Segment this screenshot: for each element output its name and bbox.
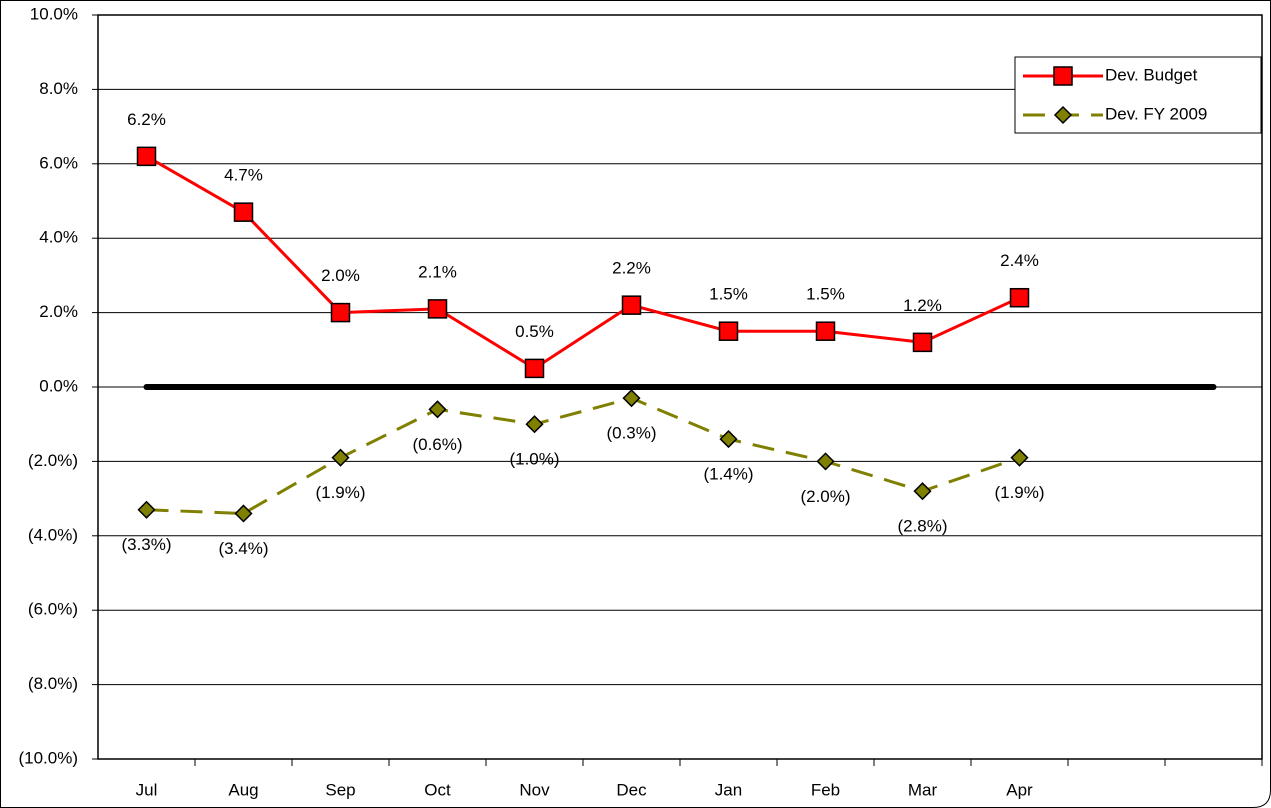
x-tick-label: Feb: [811, 780, 840, 799]
data-label: 2.4%: [1000, 251, 1039, 270]
marker: [913, 482, 932, 501]
marker: [524, 358, 545, 379]
data-label: 1.5%: [806, 285, 845, 304]
y-tick-label: 0.0%: [39, 376, 78, 395]
data-label: 6.2%: [127, 110, 166, 129]
data-label: (3.3%): [121, 535, 171, 554]
x-tick-label: Apr: [1006, 780, 1033, 799]
legend-label: Dev. Budget: [1105, 65, 1198, 84]
x-tick-label: Mar: [908, 780, 938, 799]
data-label: (1.4%): [703, 465, 753, 484]
marker: [1053, 105, 1073, 125]
marker: [427, 299, 448, 319]
data-label: (0.6%): [412, 435, 462, 454]
legend-label: Dev. FY 2009: [1105, 104, 1207, 123]
marker: [1009, 287, 1030, 308]
data-label: (1.0%): [509, 450, 559, 469]
y-tick-label: 10.0%: [30, 4, 78, 23]
data-label: (3.4%): [218, 539, 268, 558]
data-label: 4.7%: [224, 166, 263, 185]
x-tick-label: Nov: [519, 780, 550, 799]
y-tick-label: (4.0%): [28, 525, 78, 544]
y-tick-label: 8.0%: [39, 79, 78, 98]
marker: [233, 202, 254, 222]
marker: [816, 452, 835, 471]
data-label: 0.5%: [515, 322, 554, 341]
x-tick-label: Sep: [325, 780, 355, 799]
legend: Dev. Budget Dev. FY 2009: [1014, 56, 1262, 134]
data-label: (0.3%): [606, 424, 656, 443]
marker: [1053, 66, 1073, 86]
x-tick-label: Dec: [616, 780, 647, 799]
data-label: 2.0%: [321, 266, 360, 285]
data-label: 2.1%: [418, 262, 457, 281]
marker: [622, 389, 641, 408]
marker: [136, 146, 157, 167]
y-tick-label: (10.0%): [18, 748, 78, 767]
data-label: 2.2%: [612, 259, 651, 278]
data-label: (2.8%): [897, 517, 947, 536]
x-tick-label: Jan: [715, 780, 742, 799]
marker: [330, 302, 351, 323]
y-tick-label: 6.0%: [39, 153, 78, 172]
marker: [621, 295, 642, 315]
data-label: (1.9%): [994, 483, 1044, 502]
marker: [1010, 448, 1029, 467]
x-tick-label: Aug: [228, 780, 258, 799]
y-tick-label: (2.0%): [28, 451, 78, 470]
marker: [428, 400, 447, 419]
marker: [234, 504, 253, 523]
marker: [912, 332, 933, 353]
data-label: (2.0%): [800, 487, 850, 506]
series-line: [146, 396, 1020, 515]
marker: [815, 321, 836, 341]
data-label: (1.9%): [315, 483, 365, 502]
marker: [331, 448, 350, 467]
y-tick-label: (8.0%): [28, 674, 78, 693]
y-tick-label: 4.0%: [39, 228, 78, 247]
data-label: 1.2%: [903, 296, 942, 315]
y-tick-label: 2.0%: [39, 302, 78, 321]
data-label: 1.5%: [709, 285, 748, 304]
marker: [525, 415, 544, 434]
x-tick-label: Jul: [136, 780, 158, 799]
marker: [719, 430, 738, 449]
marker: [718, 321, 739, 341]
x-tick-label: Oct: [424, 780, 451, 799]
series-line: [145, 155, 1021, 371]
y-tick-label: (6.0%): [28, 600, 78, 619]
marker: [137, 500, 156, 519]
